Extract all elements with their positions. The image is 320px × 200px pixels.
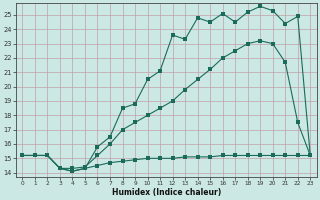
X-axis label: Humidex (Indice chaleur): Humidex (Indice chaleur) xyxy=(112,188,221,197)
